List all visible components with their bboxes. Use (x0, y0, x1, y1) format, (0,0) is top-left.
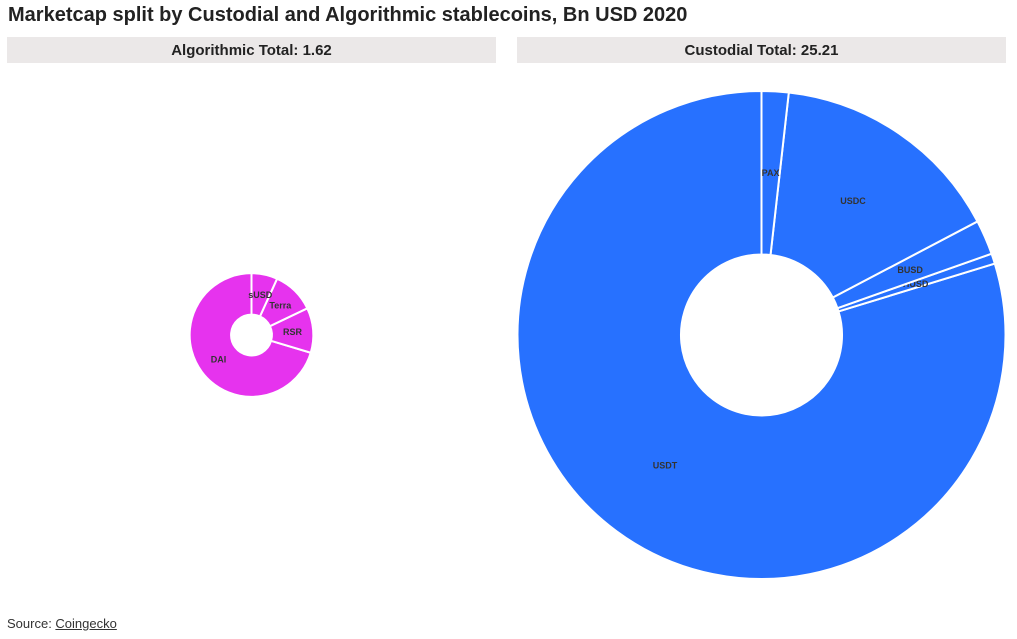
custodial-slice-label-busd: BUSD (897, 265, 923, 275)
algorithmic-slice-dai (188, 272, 313, 398)
algorithmic-slice-label-terra: Terra (269, 301, 292, 311)
source-note: Source: Coingecko (7, 616, 117, 631)
chart-title: Marketcap split by Custodial and Algorit… (8, 4, 688, 26)
custodial-slice-pax (760, 89, 790, 257)
custodial-slice-usdt (517, 89, 1006, 580)
custodial-slice-label-usdc: USDC (840, 196, 866, 206)
custodial-slice-usdc (769, 91, 979, 299)
algorithmic-slice-label-rsr: RSR (283, 327, 303, 337)
source-link[interactable]: Coingecko (55, 616, 117, 631)
algorithmic-panel-header: Algorithmic Total: 1.62 (7, 37, 496, 63)
custodial-panel-header: Custodial Total: 25.21 (517, 37, 1006, 63)
custodial-slice-label-pax: PAX (762, 168, 780, 178)
custodial-slice-label-usdt: USDT (653, 460, 678, 470)
custodial-slice-label-husd: HUSD (903, 279, 929, 289)
algorithmic-slice-susd (250, 272, 279, 318)
algorithmic-slice-label-susd: sUSD (248, 290, 273, 300)
algorithmic-slice-label-dai: DAI (211, 355, 227, 365)
custodial-donut-chart: USDT HUSD BUSD USDC PAX (517, 89, 1006, 580)
source-prefix: Source: (7, 616, 56, 631)
